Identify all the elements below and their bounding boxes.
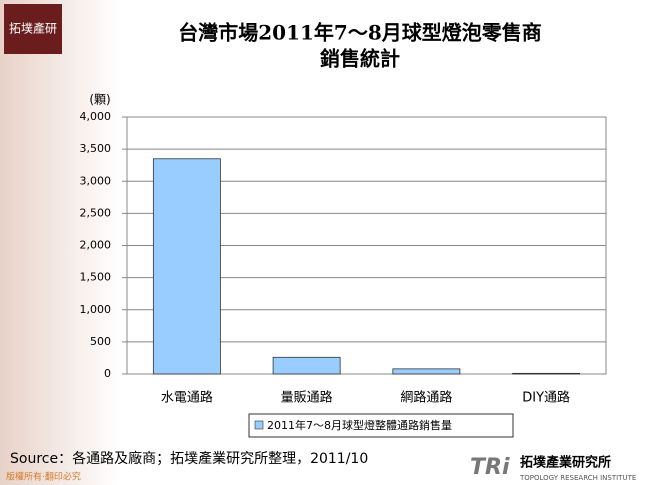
y-tick-label: 3,000 [80,174,112,187]
x-tick-label: DIY通路 [522,390,570,406]
y-tick-label: 1,000 [80,303,112,316]
logo-box [4,4,62,54]
bar [392,368,461,375]
bar [152,158,221,375]
brand-name: 拓墣產業研究所 [520,455,611,471]
copyright: 版權所有‧翻印必究 [6,471,81,483]
y-unit: (顆) [89,93,110,107]
bar [512,372,581,375]
legend-swatch [254,420,264,430]
x-tick-label: 網路通路 [400,390,452,406]
y-tick-label: 2,000 [80,239,112,252]
y-tick-label: 2,500 [80,206,112,219]
bar [272,356,341,375]
brand-english: TOPOLOGY RESEARCH INSTITUTE [519,474,636,482]
x-tick-label: 量販通路 [281,390,333,406]
x-tick-label: 水電通路 [161,390,213,406]
legend-box [248,413,514,438]
background-shade [0,0,120,485]
chart-title: 銷售統計 [320,47,400,71]
logo-text: 拓墣產研 [9,21,57,36]
y-tick-label: 3,500 [80,142,112,155]
legend-label: 2011年7～8月球型燈整體通路銷售量 [267,418,452,432]
source: Source：各通路及廠商；拓墣產業研究所整理，2011/10 [10,450,368,467]
y-tick-label: 500 [90,335,111,348]
y-tick-label: 4,000 [80,110,112,123]
y-tick-label: 1,500 [80,271,112,284]
chart-title: 台灣市場2011年7～8月球型燈泡零售商 [178,21,542,45]
brand: TRi [470,455,510,480]
y-tick-label: 0 [104,367,111,380]
